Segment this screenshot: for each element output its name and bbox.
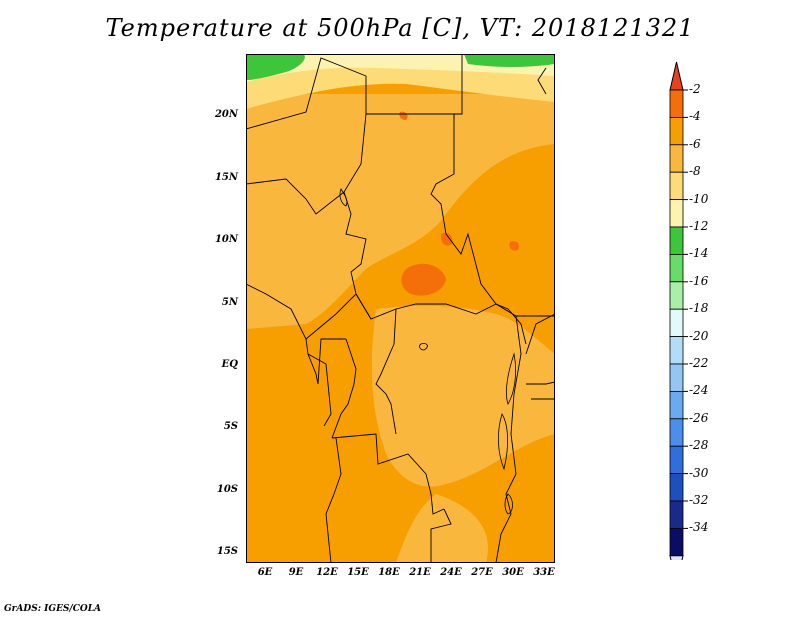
lat-label-5s: 5S — [223, 421, 238, 432]
lat-label-5n: 5N — [221, 297, 238, 308]
colorbar-ticks — [683, 89, 688, 529]
lon-label-15e: 15E — [347, 567, 369, 578]
lat-label-15n: 15N — [214, 172, 238, 183]
contour-minus4-patch-b — [440, 232, 453, 246]
lat-label-15s: 15S — [216, 546, 238, 557]
lon-label-30e: 30E — [502, 567, 524, 578]
colorbar-swatch — [669, 473, 684, 502]
colorbar-label: -6 — [689, 136, 701, 151]
colorbar-swatch — [669, 500, 684, 529]
colorbar-top-arrow — [669, 61, 684, 91]
colorbar-swatch — [669, 89, 684, 118]
colorbar-label: -4 — [689, 109, 701, 124]
contour-minus8-west — [246, 204, 316, 299]
colorbar-swatch — [669, 117, 684, 146]
colorbar-swatches — [669, 61, 684, 560]
map-title: Temperature at 500hPa [C], VT: 201812132… — [105, 14, 695, 42]
colorbar-swatch — [669, 281, 684, 310]
contour-minus8-south — [396, 494, 488, 563]
colorbar-swatch — [669, 418, 684, 447]
colorbar-swatch — [669, 390, 684, 420]
colorbar-label: -18 — [689, 301, 709, 316]
colorbar-swatch — [669, 336, 684, 365]
colorbar-swatch — [669, 445, 684, 475]
colorbar-label: -22 — [689, 356, 709, 370]
colorbar-label: -28 — [689, 438, 709, 453]
lon-label-18e: 18E — [378, 567, 400, 578]
colorbar-label: -34 — [689, 520, 709, 535]
colorbar-swatch — [669, 226, 684, 255]
credit-text: GrADS: IGES/COLA — [4, 604, 102, 614]
colorbar-swatch — [669, 308, 684, 337]
colorbar-label: -32 — [689, 493, 709, 507]
colorbar — [669, 61, 688, 560]
colorbar-swatch — [669, 363, 684, 392]
lon-label-21e: 21E — [409, 567, 431, 578]
colorbar-swatch — [669, 527, 684, 557]
colorbar-label: -26 — [689, 410, 709, 425]
contour-minus14-patch-east — [464, 54, 555, 67]
contour-minus8-north — [246, 94, 555, 329]
contour-minus4-patch-a — [401, 263, 446, 296]
lat-label-20n: 20N — [214, 109, 238, 120]
colorbar-label: -16 — [689, 273, 709, 288]
contour-minus14-patch-west — [246, 54, 305, 80]
country-borders — [246, 54, 555, 563]
colorbar-label: -14 — [689, 246, 709, 261]
map-frame — [246, 54, 555, 563]
lon-label-27e: 27E — [471, 567, 493, 578]
lakes — [339, 188, 516, 515]
colorbar-label: -12 — [689, 219, 709, 233]
colorbar-label: -30 — [689, 465, 709, 480]
colorbar-label: -8 — [689, 164, 701, 179]
lat-label-10s: 10S — [216, 484, 238, 495]
lon-label-33e: 33E — [533, 567, 555, 578]
lon-label-24e: 24E — [440, 567, 462, 578]
colorbar-label: -24 — [689, 383, 709, 398]
temperature-map — [246, 54, 555, 563]
colorbar-label: -10 — [689, 191, 709, 206]
lon-label-12e: 12E — [316, 567, 338, 578]
colorbar-bottom-arrow — [669, 555, 684, 560]
lat-label-10n: 10N — [214, 234, 238, 245]
lon-label-9e: 9E — [288, 567, 304, 578]
contour-minus8-central — [371, 305, 555, 487]
lat-label-eq: EQ — [221, 359, 238, 370]
colorbar-swatch — [669, 253, 684, 283]
colorbar-swatch — [669, 171, 684, 200]
colorbar-swatch — [669, 199, 684, 228]
colorbar-label: -20 — [689, 328, 709, 343]
colorbar-label: -2 — [689, 82, 701, 96]
colorbar-swatch — [669, 144, 684, 173]
contour-minus4-patch-c — [509, 241, 519, 251]
lon-label-6e: 6E — [257, 567, 273, 578]
